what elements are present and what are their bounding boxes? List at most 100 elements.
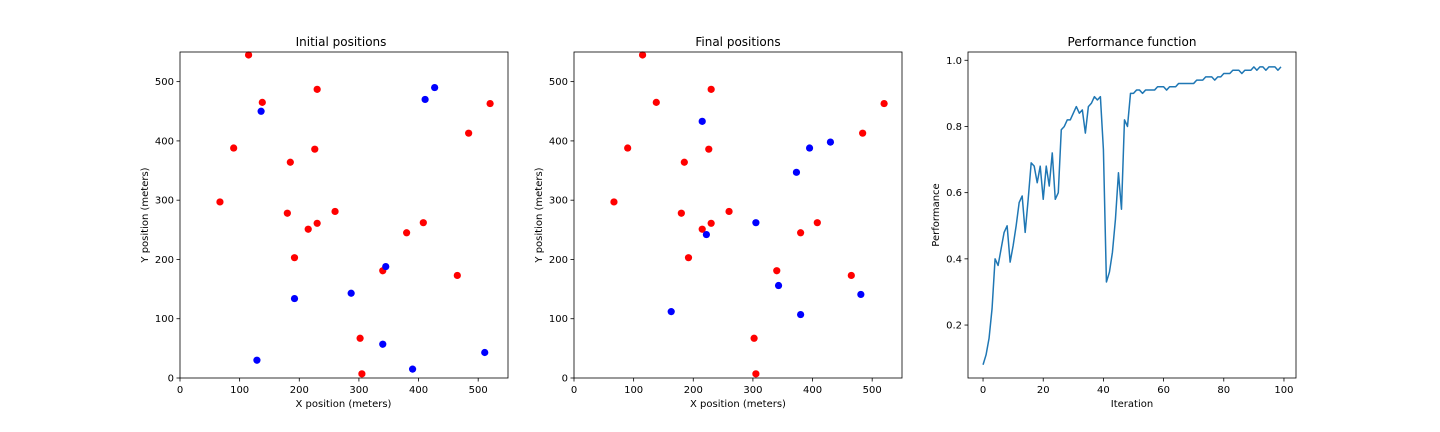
performance-function-xtick-label: 60 bbox=[1157, 385, 1170, 396]
performance-function-ytick-label: 0.2 bbox=[946, 321, 962, 332]
initial-positions-point bbox=[230, 144, 238, 152]
initial-positions-point bbox=[331, 207, 339, 216]
initial-positions-point bbox=[382, 262, 390, 271]
final-positions-point bbox=[652, 98, 660, 106]
initial-positions-xtick-label: 500 bbox=[469, 385, 488, 396]
initial-positions-ytick-label: 100 bbox=[155, 314, 174, 325]
final-positions-point bbox=[805, 144, 814, 152]
performance-function-line bbox=[982, 66, 1282, 365]
final-positions-xtick-label: 400 bbox=[803, 385, 822, 396]
performance-function-frame bbox=[967, 51, 1297, 379]
final-positions-point bbox=[859, 129, 867, 137]
final-positions-point bbox=[774, 281, 783, 290]
final-positions-point bbox=[797, 229, 805, 237]
initial-positions-xtick-label: 100 bbox=[230, 385, 249, 396]
final-positions-xtick-label: 300 bbox=[743, 385, 762, 396]
initial-positions-frame bbox=[179, 51, 509, 379]
initial-positions-point bbox=[311, 145, 319, 153]
performance-function-xtick-label: 0 bbox=[980, 385, 986, 396]
final-positions-point bbox=[698, 225, 706, 233]
initial-positions-title: Initial positions bbox=[296, 35, 387, 49]
initial-positions-ytick-label: 300 bbox=[155, 196, 174, 207]
final-positions-point bbox=[792, 168, 801, 176]
initial-positions-point bbox=[453, 271, 461, 280]
initial-positions-point bbox=[244, 51, 253, 59]
initial-positions-point bbox=[379, 340, 387, 348]
initial-positions-point bbox=[290, 254, 299, 262]
performance-function-xtick-label: 20 bbox=[1037, 385, 1050, 396]
final-positions-point bbox=[750, 334, 758, 342]
performance-function-xtick-label: 40 bbox=[1097, 385, 1110, 396]
initial-positions-point bbox=[347, 289, 355, 297]
initial-positions-point bbox=[465, 129, 473, 137]
final-positions-point bbox=[705, 145, 713, 153]
initial-positions-point bbox=[216, 198, 224, 206]
final-positions-point bbox=[667, 308, 675, 316]
performance-function-ytick-label: 0.6 bbox=[946, 188, 962, 199]
initial-positions-point bbox=[313, 85, 321, 93]
final-positions-xtick-label: 100 bbox=[624, 385, 643, 396]
final-positions-xtick-label: 0 bbox=[571, 385, 577, 396]
final-positions-xtick-label: 500 bbox=[863, 385, 882, 396]
performance-function-xtick-label: 80 bbox=[1217, 385, 1230, 396]
final-positions-point bbox=[684, 254, 693, 262]
initial-positions-panel: Initial positions X position (meters) Y … bbox=[140, 35, 509, 410]
final-positions-ytick-label: 300 bbox=[549, 196, 568, 207]
final-positions-point bbox=[826, 138, 835, 146]
initial-positions-xlabel: X position (meters) bbox=[296, 399, 392, 410]
final-positions-point bbox=[624, 144, 632, 152]
performance-function-ytick-label: 0.8 bbox=[946, 122, 962, 133]
final-positions-point bbox=[752, 370, 760, 378]
initial-positions-point bbox=[403, 229, 411, 237]
initial-positions-point bbox=[356, 334, 364, 342]
performance-function-xlabel: Iteration bbox=[1111, 399, 1153, 410]
final-positions-point bbox=[677, 209, 685, 217]
performance-function-plot-area: 0 20 40 60 80 100 0.2 0.4 0.6 0.8 1.0 bbox=[946, 51, 1297, 396]
initial-positions-point bbox=[283, 209, 291, 217]
initial-positions-plot-area: 0 100 200 300 400 500 0 100 200 300 400 500 bbox=[155, 51, 509, 396]
final-positions-point bbox=[680, 158, 688, 166]
final-positions-ytick-label: 100 bbox=[549, 314, 568, 325]
final-positions-point bbox=[707, 219, 715, 227]
initial-positions-xtick-label: 0 bbox=[177, 385, 183, 396]
final-positions-point bbox=[880, 99, 888, 108]
final-positions-point bbox=[857, 290, 865, 299]
initial-positions-xtick-label: 200 bbox=[290, 385, 309, 396]
final-positions-point bbox=[702, 230, 710, 239]
performance-function-title: Performance function bbox=[1068, 35, 1197, 49]
initial-positions-point bbox=[286, 158, 294, 166]
final-positions-point bbox=[797, 310, 805, 319]
final-positions-point bbox=[725, 207, 733, 216]
final-positions-point bbox=[813, 219, 821, 227]
initial-positions-point bbox=[258, 98, 266, 106]
final-positions-ytick-label: 0 bbox=[562, 374, 568, 385]
initial-positions-point bbox=[290, 294, 299, 303]
initial-positions-ytick-label: 0 bbox=[168, 374, 174, 385]
final-positions-ytick-label: 200 bbox=[549, 255, 568, 266]
initial-positions-ytick-label: 200 bbox=[155, 255, 174, 266]
initial-positions-ytick-label: 400 bbox=[155, 136, 174, 147]
initial-positions-point bbox=[313, 219, 321, 227]
final-positions-point bbox=[773, 267, 781, 275]
performance-function-ytick-label: 1.0 bbox=[946, 56, 962, 67]
performance-function-panel: Performance function Iteration Performan… bbox=[931, 35, 1297, 410]
final-positions-xtick-label: 200 bbox=[684, 385, 703, 396]
final-positions-ytick-label: 400 bbox=[549, 136, 568, 147]
initial-positions-ylabel: Y position (meters) bbox=[140, 167, 151, 263]
initial-positions-xtick-label: 400 bbox=[409, 385, 428, 396]
final-positions-point bbox=[610, 198, 618, 206]
initial-positions-point bbox=[253, 356, 261, 364]
performance-function-ytick-label: 0.4 bbox=[946, 254, 962, 265]
initial-positions-point bbox=[419, 219, 427, 227]
initial-positions-point bbox=[421, 95, 429, 104]
final-positions-xlabel: X position (meters) bbox=[690, 399, 786, 410]
initial-positions-point bbox=[431, 83, 439, 92]
final-positions-point bbox=[707, 85, 715, 93]
final-positions-title: Final positions bbox=[695, 35, 780, 49]
final-positions-point bbox=[752, 219, 760, 227]
initial-positions-point bbox=[481, 348, 489, 357]
final-positions-plot-area: 0 100 200 300 400 500 0 100 200 300 400 500 bbox=[549, 51, 903, 396]
initial-positions-point bbox=[408, 365, 417, 373]
